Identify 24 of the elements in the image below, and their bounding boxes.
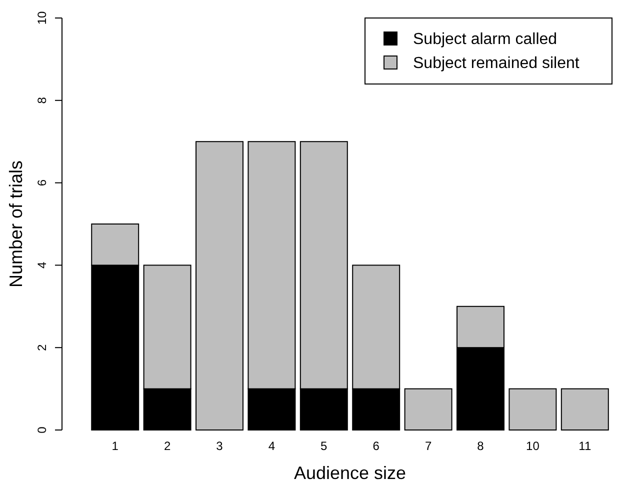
- y-tick-label: 10: [35, 11, 49, 25]
- y-tick-label: 8: [35, 96, 49, 104]
- x-axis-title: Audience size: [294, 463, 406, 483]
- x-tick-label: 1: [112, 439, 119, 453]
- legend-label: Subject alarm called: [413, 31, 558, 48]
- x-tick-label: 5: [320, 439, 328, 453]
- y-tick-label: 0: [35, 426, 49, 434]
- y-axis-title: Number of trials: [6, 160, 26, 288]
- x-tick-label: 2: [164, 439, 171, 453]
- bar: [196, 141, 244, 430]
- x-tick-label: 4: [268, 439, 276, 453]
- y-tick-label: 2: [35, 344, 49, 351]
- y-tick-label: 6: [35, 179, 49, 186]
- x-tick-label: 8: [477, 439, 484, 453]
- x-tick-label: 3: [216, 439, 224, 453]
- x-tick-label: 6: [372, 439, 380, 453]
- x-tick-label: 7: [424, 439, 432, 453]
- bar: [508, 388, 557, 430]
- bar: [404, 388, 452, 430]
- x-tick-label: 10: [526, 439, 540, 453]
- x-tick-label: 11: [578, 439, 592, 453]
- y-tick-label: 4: [35, 262, 49, 269]
- legend-label: Subject remained silent: [413, 55, 580, 72]
- bar: [560, 388, 609, 430]
